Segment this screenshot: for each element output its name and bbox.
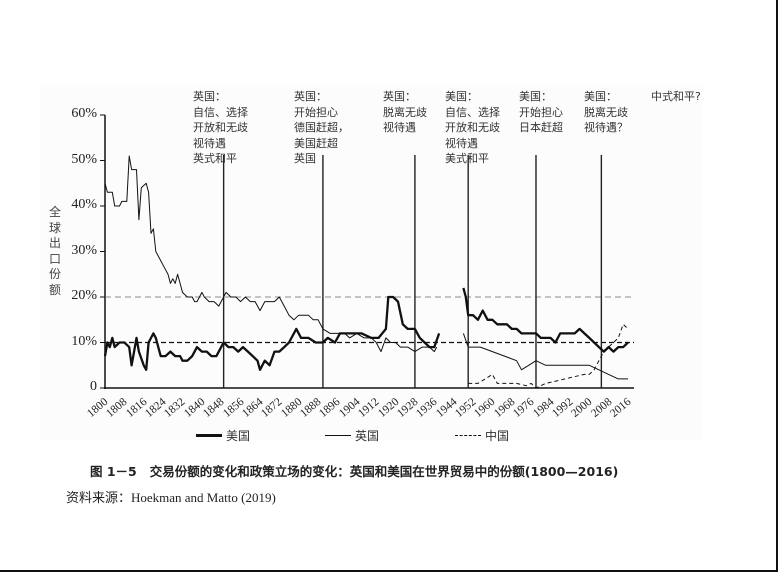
legend-label-uk: 英国	[355, 429, 380, 443]
series-line-美国	[462, 287, 629, 353]
series-line-英国	[462, 333, 628, 380]
y-tick-label: 30%	[71, 242, 97, 258]
annotation-us-confident: 美国： 自信、选择 开放和无歧 视待遇 美式和平	[445, 90, 500, 165]
series-line-美国	[103, 295, 441, 371]
legend-swatch-china	[455, 435, 481, 436]
y-tick-label: 60%	[71, 106, 97, 121]
y-tick-label: 0	[90, 379, 97, 394]
legend-item-usa: 美国	[196, 427, 250, 444]
y-axis-label: 全球出口份额	[48, 205, 61, 297]
series-line-中国	[468, 323, 629, 389]
y-tick-label: 50%	[71, 151, 97, 167]
chart-panel	[40, 85, 703, 440]
figure-caption: 图 1－5 交易份额的变化和政策立场的变化：英国和美国在世界贸易中的份额(180…	[90, 464, 619, 479]
y-tick-label: 10%	[71, 333, 97, 349]
annotation-uk-depart: 英国： 脱离无歧 视待遇	[383, 90, 427, 134]
annotation-uk-confident: 英国： 自信、选择 开放和无歧 视待遇 英式和平	[193, 90, 248, 165]
legend-item-uk: 英国	[325, 427, 379, 444]
legend-swatch-usa	[196, 434, 222, 437]
annotation-us-worry: 美国： 开始担心 日本赶超	[519, 90, 563, 134]
legend-swatch-uk	[325, 435, 351, 436]
y-tick-label: 20%	[71, 288, 97, 303]
figure-source: 资料来源：Hoekman and Matto (2019)	[66, 490, 276, 505]
annotation-us-depart: 美国： 脱离无歧 视待遇？	[584, 90, 628, 134]
series-line-英国	[104, 155, 438, 353]
annotation-uk-worry: 英国： 开始担心 德国赶超， 美国赶超 英国	[294, 90, 349, 165]
annotation-china-peace: 中式和平?	[651, 90, 701, 103]
legend-label-china: 中国	[485, 429, 510, 443]
page-frame-bottom	[0, 570, 778, 572]
legend-label-usa: 美国	[226, 429, 251, 443]
legend-item-china: 中国	[455, 427, 509, 444]
page-frame-right	[776, 0, 778, 572]
y-tick-label: 40%	[71, 197, 97, 212]
